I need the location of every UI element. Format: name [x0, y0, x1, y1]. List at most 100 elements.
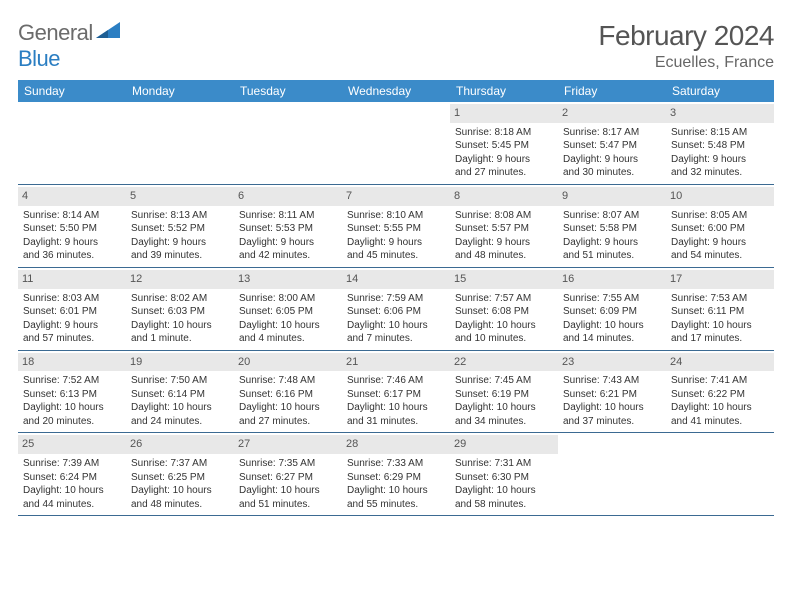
day-sunrise: Sunrise: 8:18 AM: [455, 126, 553, 140]
day-info: Sunrise: 8:14 AMSunset: 5:50 PMDaylight:…: [22, 209, 122, 263]
day-sunrise: Sunrise: 7:45 AM: [455, 374, 553, 388]
day-sunset: Sunset: 6:01 PM: [23, 305, 121, 319]
day-sunset: Sunset: 6:30 PM: [455, 471, 553, 485]
day-sunset: Sunset: 6:05 PM: [239, 305, 337, 319]
day-number: 1: [450, 104, 558, 123]
day-sunset: Sunset: 5:57 PM: [455, 222, 553, 236]
day-daylight2: and 14 minutes.: [563, 332, 661, 346]
day-number: 19: [126, 353, 234, 372]
day-daylight2: and 17 minutes.: [671, 332, 769, 346]
day-sunset: Sunset: 5:53 PM: [239, 222, 337, 236]
day-cell: 28Sunrise: 7:33 AMSunset: 6:29 PMDayligh…: [342, 433, 450, 515]
week-row: 4 Sunrise: 8:14 AMSunset: 5:50 PMDaylight…: [18, 185, 774, 268]
day-number: 27: [234, 435, 342, 454]
day-number: 2: [558, 104, 666, 123]
day-sunset: Sunset: 5:47 PM: [563, 139, 661, 153]
day-sunset: Sunset: 5:58 PM: [563, 222, 661, 236]
day-daylight1: Daylight: 10 hours: [455, 319, 553, 333]
logo-text: General Blue: [18, 20, 122, 72]
day-sunset: Sunset: 6:17 PM: [347, 388, 445, 402]
day-daylight2: and 24 minutes.: [131, 415, 229, 429]
day-daylight1: Daylight: 10 hours: [131, 401, 229, 415]
day-sunrise: Sunrise: 7:39 AM: [23, 457, 121, 471]
day-number: 13: [234, 270, 342, 289]
day-number: 25: [18, 435, 126, 454]
day-number: 29: [450, 435, 558, 454]
day-sunrise: Sunrise: 8:14 AM: [23, 209, 121, 223]
day-info: Sunrise: 8:05 AMSunset: 6:00 PMDaylight:…: [670, 209, 770, 263]
day-number: 14: [342, 270, 450, 289]
day-daylight2: and 4 minutes.: [239, 332, 337, 346]
day-daylight1: Daylight: 10 hours: [563, 401, 661, 415]
logo-text-gray: General: [18, 20, 93, 45]
day-sunset: Sunset: 6:22 PM: [671, 388, 769, 402]
logo: General Blue: [18, 20, 122, 72]
day-info: Sunrise: 7:37 AMSunset: 6:25 PMDaylight:…: [130, 457, 230, 511]
day-sunrise: Sunrise: 8:02 AM: [131, 292, 229, 306]
day-info: Sunrise: 7:59 AMSunset: 6:06 PMDaylight:…: [346, 292, 446, 346]
day-sunrise: Sunrise: 7:53 AM: [671, 292, 769, 306]
day-cell-empty: [18, 102, 126, 184]
day-cell-empty: [234, 102, 342, 184]
day-daylight2: and 45 minutes.: [347, 249, 445, 263]
day-daylight1: Daylight: 10 hours: [455, 484, 553, 498]
day-daylight2: and 7 minutes.: [347, 332, 445, 346]
day-number: 4: [18, 187, 126, 206]
day-daylight2: and 48 minutes.: [131, 498, 229, 512]
day-sunrise: Sunrise: 8:08 AM: [455, 209, 553, 223]
day-daylight1: Daylight: 9 hours: [239, 236, 337, 250]
calendar-grid: SundayMondayTuesdayWednesdayThursdayFrid…: [18, 80, 774, 516]
day-cell: 23Sunrise: 7:43 AMSunset: 6:21 PMDayligh…: [558, 351, 666, 433]
day-cell: 6Sunrise: 8:11 AMSunset: 5:53 PMDaylight…: [234, 185, 342, 267]
day-sunset: Sunset: 6:16 PM: [239, 388, 337, 402]
day-cell: 3 Sunrise: 8:15 AMSunset: 5:48 PMDaylight…: [666, 102, 774, 184]
day-cell: 2Sunrise: 8:17 AMSunset: 5:47 PMDaylight…: [558, 102, 666, 184]
day-sunset: Sunset: 6:13 PM: [23, 388, 121, 402]
day-cell: 1Sunrise: 8:18 AMSunset: 5:45 PMDaylight…: [450, 102, 558, 184]
day-cell: 20Sunrise: 7:48 AMSunset: 6:16 PMDayligh…: [234, 351, 342, 433]
day-number: 8: [450, 187, 558, 206]
day-number: 21: [342, 353, 450, 372]
day-daylight1: Daylight: 9 hours: [563, 236, 661, 250]
day-cell: 16 Sunrise: 7:55 AMSunset: 6:09 PMDayligh…: [558, 268, 666, 350]
weekday-label: Monday: [126, 80, 234, 102]
day-info: Sunrise: 8:00 AMSunset: 6:05 PMDaylight:…: [238, 292, 338, 346]
day-sunset: Sunset: 6:25 PM: [131, 471, 229, 485]
day-number: 22: [450, 353, 558, 372]
day-cell: 9Sunrise: 8:07 AMSunset: 5:58 PMDaylight…: [558, 185, 666, 267]
weekday-label: Sunday: [18, 80, 126, 102]
title-block: February 2024 Ecuelles, France: [598, 20, 774, 72]
day-sunset: Sunset: 6:00 PM: [671, 222, 769, 236]
day-number: 3: [666, 104, 774, 123]
day-daylight2: and 37 minutes.: [563, 415, 661, 429]
day-cell: 17Sunrise: 7:53 AMSunset: 6:11 PMDayligh…: [666, 268, 774, 350]
day-sunrise: Sunrise: 8:17 AM: [563, 126, 661, 140]
day-info: Sunrise: 7:41 AMSunset: 6:22 PMDaylight:…: [670, 374, 770, 428]
day-cell-empty: [126, 102, 234, 184]
day-daylight2: and 39 minutes.: [131, 249, 229, 263]
day-number: 17: [666, 270, 774, 289]
day-cell: 26Sunrise: 7:37 AMSunset: 6:25 PMDayligh…: [126, 433, 234, 515]
day-number: 16: [558, 270, 666, 289]
day-daylight2: and 55 minutes.: [347, 498, 445, 512]
day-sunrise: Sunrise: 8:10 AM: [347, 209, 445, 223]
day-info: Sunrise: 7:55 AMSunset: 6:09 PMDaylight:…: [562, 292, 662, 346]
weekday-label: Tuesday: [234, 80, 342, 102]
day-daylight1: Daylight: 10 hours: [23, 484, 121, 498]
day-sunrise: Sunrise: 8:11 AM: [239, 209, 337, 223]
weekday-label: Saturday: [666, 80, 774, 102]
day-daylight1: Daylight: 10 hours: [347, 484, 445, 498]
day-info: Sunrise: 8:15 AMSunset: 5:48 PMDaylight:…: [670, 126, 770, 180]
day-daylight1: Daylight: 10 hours: [671, 319, 769, 333]
day-sunrise: Sunrise: 7:43 AM: [563, 374, 661, 388]
day-sunrise: Sunrise: 8:03 AM: [23, 292, 121, 306]
day-cell: 29Sunrise: 7:31 AMSunset: 6:30 PMDayligh…: [450, 433, 558, 515]
day-info: Sunrise: 7:39 AMSunset: 6:24 PMDaylight:…: [22, 457, 122, 511]
week-row: 1Sunrise: 8:18 AMSunset: 5:45 PMDaylight…: [18, 102, 774, 185]
day-sunset: Sunset: 6:06 PM: [347, 305, 445, 319]
day-sunset: Sunset: 6:24 PM: [23, 471, 121, 485]
day-cell: 18Sunrise: 7:52 AMSunset: 6:13 PMDayligh…: [18, 351, 126, 433]
day-cell: 12Sunrise: 8:02 AMSunset: 6:03 PMDayligh…: [126, 268, 234, 350]
week-row: 25Sunrise: 7:39 AMSunset: 6:24 PMDayligh…: [18, 433, 774, 516]
weekday-label: Wednesday: [342, 80, 450, 102]
